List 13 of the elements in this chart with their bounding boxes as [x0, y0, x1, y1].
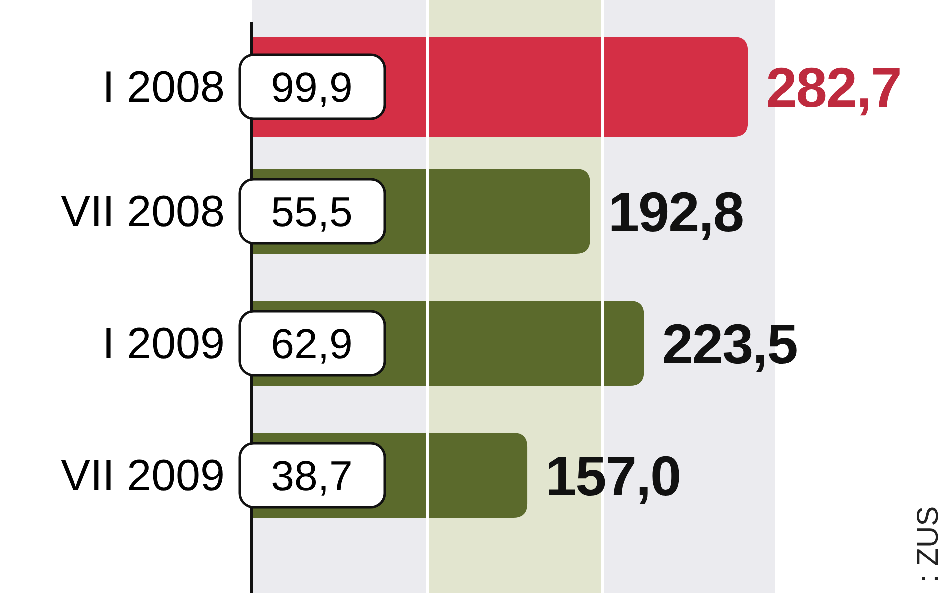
data-label: 192,8 [608, 180, 744, 244]
annotation: 55,5 [271, 188, 353, 236]
y-tick-label: VII 2009 [61, 452, 225, 500]
y-tick-label: I 2009 [102, 320, 225, 368]
annotation: 62,9 [271, 320, 353, 368]
annotation: 99,9 [271, 64, 353, 111]
y-tick-label: VII 2008 [61, 188, 225, 236]
data-label: 282,7 [766, 56, 902, 119]
data-label: 223,5 [662, 312, 798, 376]
annotation: 38,7 [271, 452, 353, 500]
data-label: 157,0 [546, 444, 681, 508]
y-tick-label: I 2008 [102, 63, 225, 112]
text: : ZUS [912, 506, 945, 583]
